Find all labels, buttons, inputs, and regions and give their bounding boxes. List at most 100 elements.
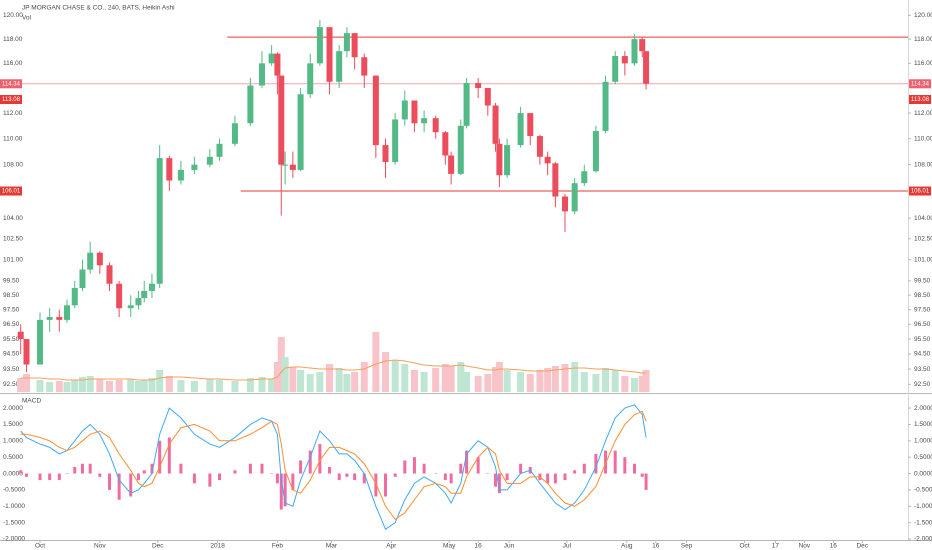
y-tick-label-left: 97.50 <box>3 306 20 313</box>
macd-histogram-bar <box>279 473 283 510</box>
y-tick-label: 92.50 <box>914 381 931 388</box>
volume-bar <box>484 374 492 392</box>
volume-bar <box>258 377 266 392</box>
x-tick-label: Mar <box>326 543 338 550</box>
volume-bar <box>96 379 104 392</box>
y-tick-label: 118.00 <box>914 36 932 43</box>
macd-histogram-bar <box>476 457 480 474</box>
y-tick-label-left: 95.50 <box>3 336 20 343</box>
macd-histogram-bar <box>362 473 366 484</box>
x-tick-label: Dec <box>152 543 164 550</box>
price-label-box-right <box>909 94 931 104</box>
price-label-box-left <box>0 79 22 89</box>
macd-histogram-bar <box>563 473 567 481</box>
y-tick-label: 108.00 <box>914 161 932 168</box>
y-tick-label: 97.50 <box>914 306 931 313</box>
candle-body <box>643 51 650 84</box>
macd-histogram-bar <box>632 463 636 474</box>
candle-body <box>177 169 184 181</box>
y-tick-label-left: 112.00 <box>3 110 23 117</box>
macd-histogram-bar <box>443 473 447 481</box>
volume-bar <box>148 378 156 392</box>
volume-bar <box>382 352 390 392</box>
candle-body <box>571 183 578 212</box>
y-tick-label: 94.50 <box>914 351 931 358</box>
macd-histogram-bar <box>613 450 617 474</box>
price-label-box-left <box>0 94 22 104</box>
volume-bar <box>36 380 44 392</box>
candle-body <box>612 56 619 82</box>
x-tick-label: Apr <box>386 543 397 550</box>
macd-histogram-bar <box>136 473 140 481</box>
volume-bar <box>206 379 214 392</box>
candle-body <box>258 63 265 86</box>
volume-bar <box>526 374 534 392</box>
y-tick-label: 116.00 <box>914 60 932 67</box>
price-label-right: 113.08 <box>911 97 930 103</box>
volume-bar <box>343 374 351 392</box>
macd-histogram-bar <box>497 473 501 494</box>
volume-bar <box>492 367 500 392</box>
candle-body <box>46 316 53 320</box>
price-label-box-right <box>909 186 931 196</box>
candle-body <box>504 145 511 176</box>
macd-histogram-bar <box>337 473 341 481</box>
candle-body <box>268 53 275 64</box>
macd-histogram-bar <box>345 473 349 477</box>
macd-histogram-bar <box>486 473 490 475</box>
volume-bar <box>441 364 449 392</box>
macd-histogram-bar <box>167 437 171 474</box>
chart-title: JP MORGAN CHASE & CO., 240, BATS, Heikin… <box>22 5 175 12</box>
candle-body <box>484 88 491 106</box>
y-tick-label-left: 93.50 <box>3 366 20 373</box>
candle-body <box>282 164 289 166</box>
volume-bar <box>55 381 63 392</box>
macd-histogram-bar <box>434 473 438 475</box>
volume-bar <box>22 374 30 392</box>
price-label-left: 114.34 <box>2 81 21 87</box>
candle-body <box>639 39 646 52</box>
x-tick-label: 16 <box>652 543 660 550</box>
y-tick-label-left: 99.50 <box>3 278 20 285</box>
macd-histogram-bar <box>403 460 407 474</box>
volume-bar <box>551 366 559 392</box>
candle-body <box>382 145 389 163</box>
price-label-box-right <box>909 79 931 89</box>
candle-body <box>166 158 173 181</box>
candle-body <box>442 132 449 156</box>
macd-histogram-bar <box>573 470 577 474</box>
candle-body <box>621 56 628 64</box>
volume-bar <box>335 368 343 392</box>
volume-bar <box>391 360 399 392</box>
price-label-right: 106.01 <box>911 189 930 195</box>
macd-histogram-bar <box>142 470 146 474</box>
volume-bar <box>495 362 503 392</box>
candle-body <box>297 94 304 170</box>
candle-body <box>148 283 155 291</box>
candle-body <box>432 118 439 133</box>
candle-body <box>544 156 551 164</box>
volume-bar <box>372 332 380 392</box>
macd-label: MACD <box>22 398 41 405</box>
volume-label: Vol <box>22 15 32 22</box>
volume-bar <box>611 370 619 392</box>
candle-body <box>463 83 470 126</box>
macd-histogram-bar <box>19 470 23 474</box>
y-tick-label: -0.5000 <box>914 487 932 494</box>
macd-histogram-bar <box>582 463 586 474</box>
candle-body <box>496 143 503 176</box>
candle-body <box>87 252 94 270</box>
price-label-box-left <box>0 186 22 196</box>
volume-bar <box>432 368 440 392</box>
candle-body <box>475 83 482 89</box>
volume-bar <box>127 379 135 392</box>
macd-histogram-bar <box>73 467 77 474</box>
macd-histogram-bar <box>275 473 279 484</box>
candle-body <box>372 75 379 146</box>
x-tick-label: May <box>443 543 456 550</box>
y-tick-label-left: 1.0000 <box>3 438 23 445</box>
candle-body <box>64 305 71 320</box>
macd-histogram-bar <box>48 473 52 481</box>
volume-bar <box>86 376 94 392</box>
macd-histogram-bar <box>328 467 332 474</box>
